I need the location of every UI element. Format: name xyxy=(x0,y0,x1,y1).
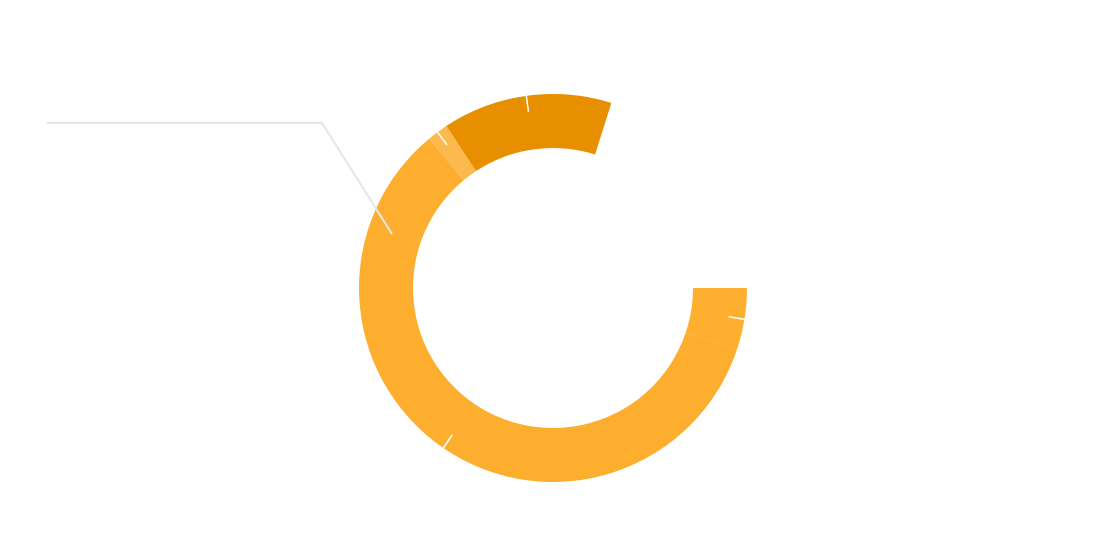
donut-slice-3 xyxy=(428,125,477,181)
label-leader-line xyxy=(47,122,393,235)
slices-layer xyxy=(359,94,747,482)
slice-tick-1 xyxy=(728,316,746,321)
donut-slice-4 xyxy=(446,94,612,172)
donut-slice-2 xyxy=(359,138,737,482)
slice-tick-2 xyxy=(442,434,453,450)
slice-ticks-layer xyxy=(436,94,746,450)
slice-tick-4 xyxy=(525,94,530,112)
slice-tick-3 xyxy=(436,130,448,146)
donut-slice-1 xyxy=(685,288,747,350)
